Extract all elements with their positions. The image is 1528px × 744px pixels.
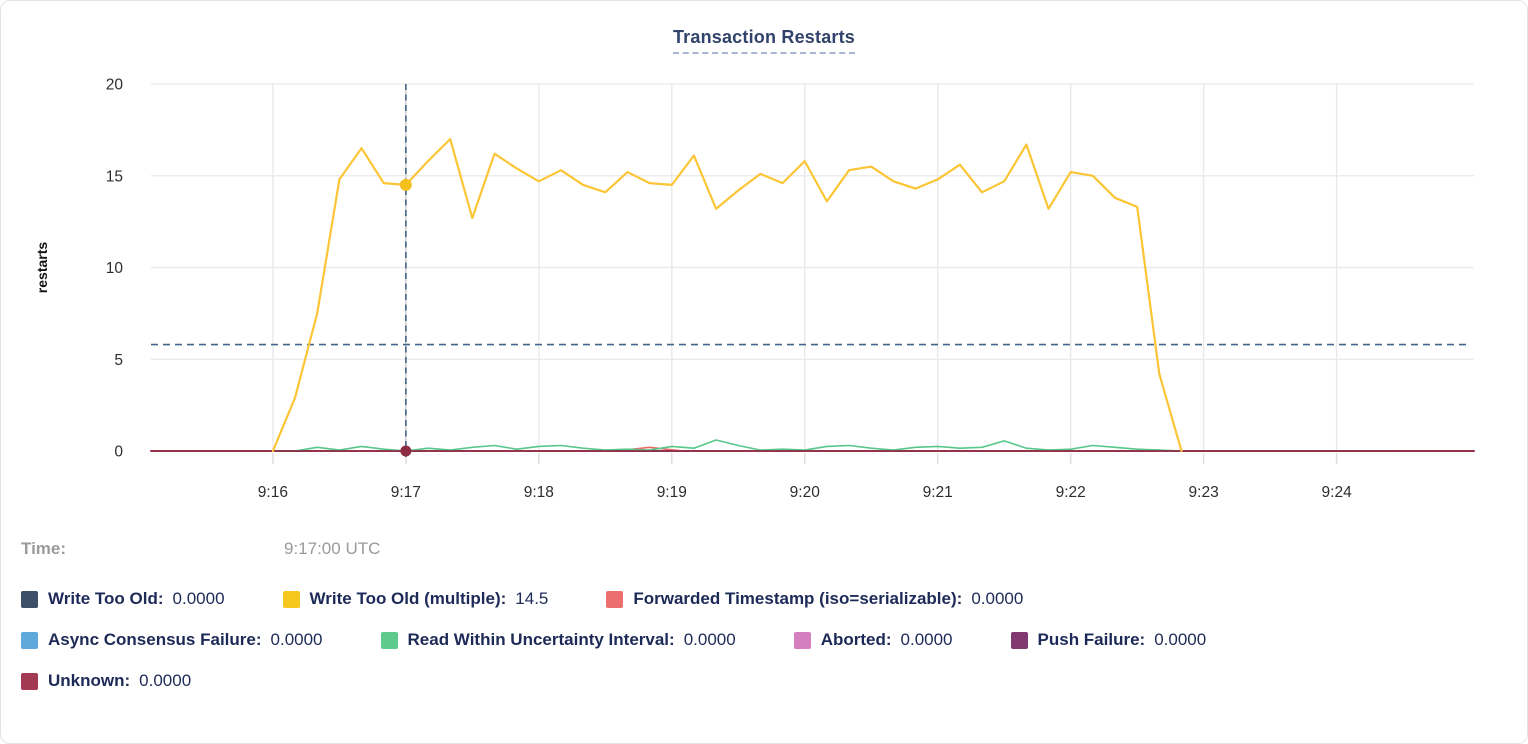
x-tick-label: 9:24 <box>1322 484 1353 501</box>
legend-value: 14.5 <box>515 589 549 608</box>
time-value: 9:17:00 UTC <box>284 539 381 558</box>
color-swatch <box>380 631 398 649</box>
color-swatch <box>793 631 811 649</box>
color-swatch <box>21 590 38 608</box>
series-line <box>271 138 1183 453</box>
x-tick-label: 9:20 <box>790 484 821 501</box>
y-tick-label: 0 <box>114 444 123 461</box>
legend-item: Write Too Old: 0.0000 <box>21 589 225 609</box>
legend-row: Write Too Old: 0.0000 Write Too Old (multi… <box>21 589 1507 609</box>
legend-value: 0.0000 <box>900 630 953 649</box>
color-swatch <box>21 672 38 690</box>
color-swatch <box>606 590 624 608</box>
legend-value: 0.0000 <box>1154 630 1207 649</box>
x-tick-label: 9:23 <box>1189 484 1219 501</box>
legend-value: 0.0000 <box>172 589 225 608</box>
time-label: Time: <box>21 539 67 558</box>
y-axis-title: restarts <box>34 242 50 294</box>
legend-value: 0.0000 <box>270 630 323 649</box>
color-swatch <box>1010 631 1028 649</box>
legend-item: Aborted: 0.0000 <box>793 630 953 650</box>
legend-item: Read Within Uncertainty Interval: 0.0000 <box>380 630 736 650</box>
legend-item: Async Consensus Failure: 0.0000 <box>21 630 323 650</box>
hover-readout: Time: 9:17:00 UTC <box>1 539 1527 563</box>
legend-row: Async Consensus Failure: 0.0000 Read Withi… <box>21 630 1507 650</box>
x-tick-label: 9:17 <box>391 484 421 501</box>
legend-item: Push Failure: 0.0000 <box>1010 630 1207 650</box>
legend-label: Push Failure: <box>1037 630 1146 649</box>
legend-value: 0.0000 <box>971 589 1024 608</box>
y-tick-label: 15 <box>106 168 123 185</box>
series-line <box>272 439 1183 452</box>
legend-item: Write Too Old (multiple): 14.5 <box>282 589 549 609</box>
y-tick-label: 10 <box>106 260 124 277</box>
chart-title[interactable]: Transaction Restarts <box>672 27 856 54</box>
chart-header: Transaction Restarts <box>1 27 1527 54</box>
color-swatch <box>21 631 38 649</box>
line-chart[interactable]: 9:16 9:17 9:18 9:19 9:20 9:21 9:22 9:23 9:24 0 5 10… <box>1 1 1528 521</box>
legend-label: Read Within Uncertainty Interval: <box>407 630 675 649</box>
legend-value: 0.0000 <box>139 671 192 690</box>
legend-label: Forwarded Timestamp (iso=serializable): <box>633 589 963 608</box>
y-tick-label: 5 <box>114 352 123 369</box>
legend: Write Too Old: 0.0000 Write Too Old (multi… <box>21 589 1507 712</box>
x-tick-label: 9:22 <box>1056 484 1086 501</box>
legend-item: Forwarded Timestamp (iso=serializable): 0… <box>606 589 1023 609</box>
color-swatch <box>282 590 300 608</box>
x-tick-label: 9:18 <box>524 484 554 501</box>
x-tick-label: 9:21 <box>923 484 953 501</box>
x-tick-label: 9:16 <box>258 484 288 501</box>
legend-label: Aborted: <box>820 630 892 649</box>
legend-item: Unknown: 0.0000 <box>21 671 191 691</box>
legend-label: Async Consensus Failure: <box>48 630 262 649</box>
legend-label: Write Too Old (multiple): <box>309 589 507 608</box>
hover-point <box>400 445 412 457</box>
x-tick-label: 9:19 <box>657 484 687 501</box>
hover-point <box>399 178 412 191</box>
legend-label: Unknown: <box>48 671 131 690</box>
legend-row: Unknown: 0.0000 <box>21 671 1507 691</box>
legend-value: 0.0000 <box>683 630 736 649</box>
legend-label: Write Too Old: <box>48 589 164 608</box>
y-tick-label: 20 <box>106 77 124 94</box>
